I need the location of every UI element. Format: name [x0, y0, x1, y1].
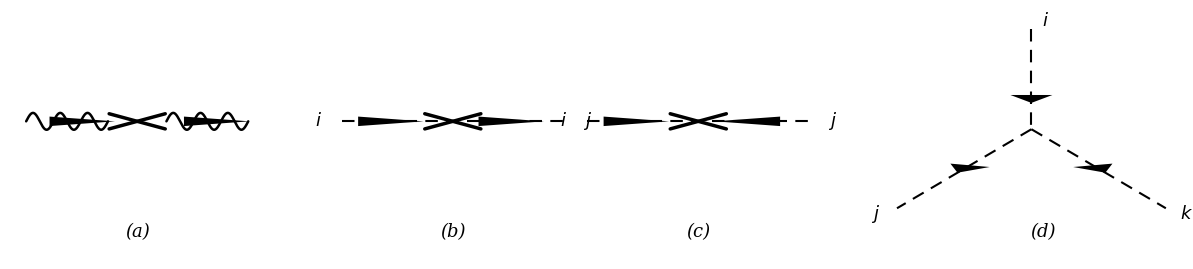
- Polygon shape: [715, 116, 780, 126]
- Text: $j$: $j$: [828, 110, 837, 132]
- Text: (b): (b): [440, 223, 465, 241]
- Text: (a): (a): [125, 223, 149, 241]
- Text: $i$: $i$: [1041, 12, 1049, 30]
- Text: $i$: $i$: [561, 112, 568, 130]
- Text: $j$: $j$: [871, 203, 880, 225]
- Text: $i$: $i$: [315, 112, 322, 130]
- Polygon shape: [358, 116, 424, 126]
- Text: $j$: $j$: [582, 110, 592, 132]
- Polygon shape: [951, 164, 990, 173]
- Polygon shape: [1010, 95, 1052, 103]
- Polygon shape: [184, 116, 249, 126]
- Polygon shape: [1074, 164, 1112, 173]
- Polygon shape: [604, 116, 669, 126]
- Polygon shape: [478, 116, 544, 126]
- Polygon shape: [50, 116, 115, 126]
- Text: (c): (c): [686, 223, 710, 241]
- Text: $k$: $k$: [1180, 204, 1193, 222]
- Text: (d): (d): [1031, 223, 1056, 241]
